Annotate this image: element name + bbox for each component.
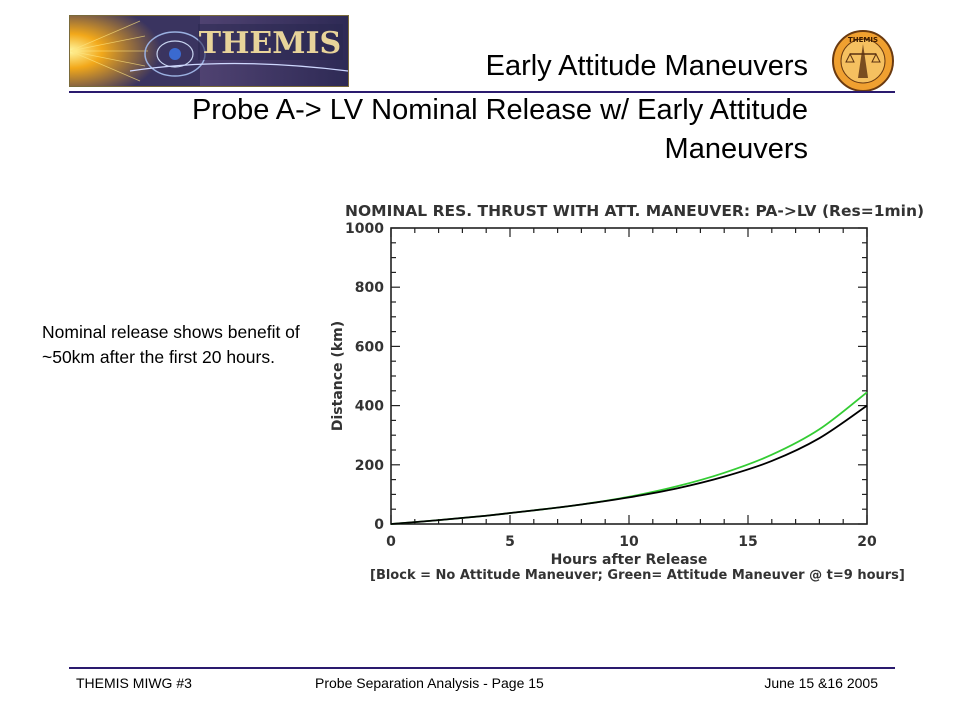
themis-logo-banner: THEMIS	[69, 15, 349, 87]
x-tick-labels: 0 5 10 15 20	[386, 534, 877, 550]
y-tick-label: 1000	[345, 221, 384, 237]
x-tick-label: 0	[386, 534, 396, 550]
x-tick-label: 5	[505, 534, 515, 550]
y-axis-label: Distance (km)	[330, 321, 346, 431]
chart-caption: [Block = No Attitude Maneuver; Green= At…	[370, 568, 905, 583]
x-tick-label: 15	[738, 534, 757, 550]
footer-meeting: THEMIS MIWG #3	[76, 675, 192, 691]
slide-title-line-1: Early Attitude Maneuvers	[485, 50, 808, 82]
series-lines	[390, 391, 868, 525]
plot-area-frame	[390, 227, 868, 525]
header-rule	[69, 91, 895, 93]
footer-date: June 15 &16 2005	[764, 675, 878, 691]
series-no-maneuver-line	[390, 404, 868, 525]
seal-text: THEMIS	[848, 36, 878, 44]
footer-rule	[69, 667, 895, 669]
x-tick-label: 20	[857, 534, 877, 550]
y-tick-label: 0	[374, 517, 384, 533]
y-tick-label: 800	[355, 280, 384, 296]
themis-logo-graphic: THEMIS	[70, 16, 348, 86]
logo-text: THEMIS	[199, 26, 341, 61]
chart-svg: NOMINAL RES. THRUST WITH ATT. MANEUVER: …	[330, 202, 924, 583]
y-tick-label: 600	[355, 339, 384, 355]
slide-title-line-3: Maneuvers	[664, 133, 808, 165]
distance-chart: NOMINAL RES. THRUST WITH ATT. MANEUVER: …	[318, 192, 930, 584]
themis-seal-icon: THEMIS	[832, 30, 894, 92]
y-tick-labels: 0 200 400 600 800 1000	[345, 221, 384, 533]
y-tick-label: 400	[355, 399, 384, 415]
summary-note: Nominal release shows benefit of ~50km a…	[42, 322, 300, 367]
axis-ticks	[390, 227, 868, 525]
chart-title: NOMINAL RES. THRUST WITH ATT. MANEUVER: …	[345, 202, 924, 220]
y-tick-label: 200	[355, 458, 384, 474]
x-tick-label: 10	[619, 534, 639, 550]
x-axis-label: Hours after Release	[551, 552, 708, 568]
footer-page: Probe Separation Analysis - Page 15	[315, 675, 544, 691]
series-maneuver-line	[390, 391, 868, 525]
slide-title-line-2: Probe A-> LV Nominal Release w/ Early At…	[191, 94, 808, 126]
